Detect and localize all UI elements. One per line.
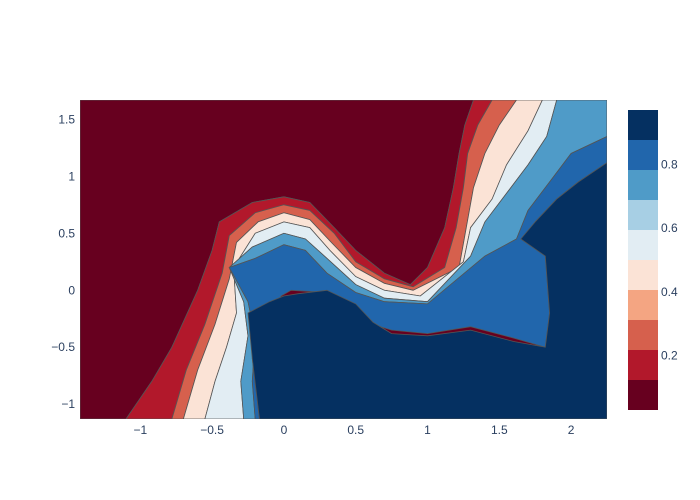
colorbar-band [628,290,658,320]
colorbar-band [628,230,658,260]
contour-regions [80,100,607,419]
colorbar-tick-label: 0.2 [661,349,678,363]
x-tick-label: 2 [568,423,575,437]
x-axis-ticks: −1 −0.5 0 0.5 1 1.5 2 [133,423,574,437]
colorbar-band [628,260,658,290]
y-tick-label: −0.5 [51,340,75,354]
x-tick-label: 1.5 [491,423,508,437]
colorbar-tick-label: 0.8 [661,157,678,171]
y-tick-label: −1 [61,397,75,411]
colorbar-tick-label: 0.6 [661,221,678,235]
colorbar-band [628,320,658,350]
colorbar-band [628,350,658,380]
region-p095 [247,162,607,419]
y-axis-ticks: 1.5 1 0.5 0 −0.5 −1 [51,112,75,411]
colorbar-band [628,110,658,140]
x-tick-label: 0.5 [347,423,364,437]
y-tick-label: 0 [68,283,75,297]
x-tick-label: 0 [281,423,288,437]
colorbar-tick-label: 0.4 [661,285,678,299]
colorbar-band [628,170,658,200]
colorbar-band [628,200,658,230]
colorbar-band [628,140,658,170]
colorbar-ticks: 0.2 0.4 0.6 0.8 [661,157,678,362]
x-tick-label: 1 [424,423,431,437]
x-tick-label: −1 [133,423,147,437]
y-tick-label: 1 [68,169,75,183]
y-tick-label: 0.5 [58,226,75,240]
x-tick-label: −0.5 [200,423,224,437]
y-tick-label: 1.5 [58,112,75,126]
colorbar [628,110,658,410]
colorbar-band [628,380,658,410]
